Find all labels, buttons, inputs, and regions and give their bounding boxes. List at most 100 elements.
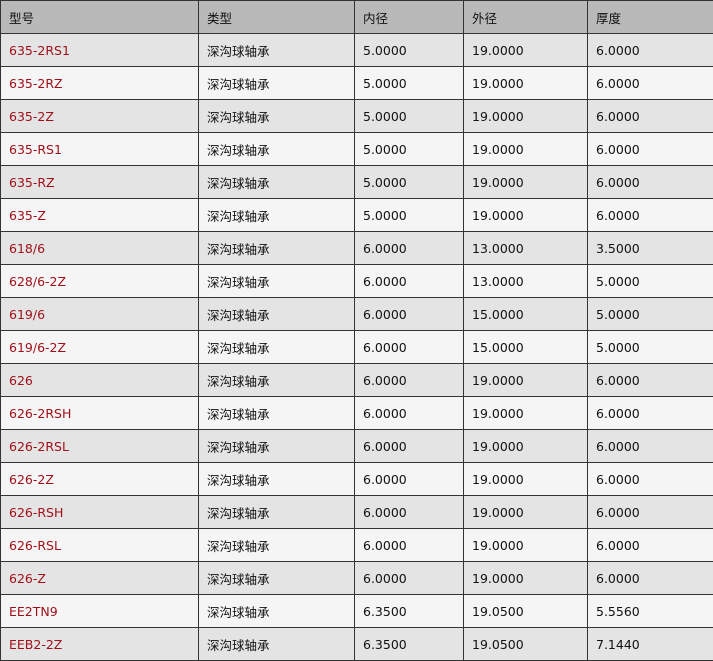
cell-outer-diameter: 19.0000 [463,363,588,397]
cell-inner-diameter: 6.0000 [354,231,464,265]
cell-inner-diameter: 5.0000 [354,198,464,232]
cell-outer-diameter: 19.0000 [463,396,588,430]
model-link[interactable]: 635-RS1 [9,141,62,157]
cell-thickness: 6.0000 [587,33,713,67]
cell-thickness: 6.0000 [587,396,713,430]
model-link[interactable]: 626-2Z [9,471,54,487]
model-link[interactable]: 626-Z [9,570,46,586]
model-link[interactable]: 635-Z [9,207,46,223]
model-link[interactable]: 626-2RSL [9,438,69,454]
cell-outer-diameter: 19.0000 [463,561,588,595]
cell-model: 626-2Z [0,462,199,496]
table-row: EE2TN9 深沟球轴承 6.3500 19.0500 5.5560 [0,594,713,628]
table-row: 635-Z 深沟球轴承 5.0000 19.0000 6.0000 [0,198,713,232]
header-thickness: 厚度 [587,0,713,34]
table-row: 626-RSL 深沟球轴承 6.0000 19.0000 6.0000 [0,528,713,562]
table-row: 626-RSH 深沟球轴承 6.0000 19.0000 6.0000 [0,495,713,529]
model-link[interactable]: 626-2RSH [9,405,72,421]
table-row: 635-2Z 深沟球轴承 5.0000 19.0000 6.0000 [0,99,713,133]
cell-model: 635-RS1 [0,132,199,166]
model-link[interactable]: 635-RZ [9,174,55,190]
table-row: 618/6 深沟球轴承 6.0000 13.0000 3.5000 [0,231,713,265]
cell-inner-diameter: 5.0000 [354,99,464,133]
cell-outer-diameter: 19.0000 [463,462,588,496]
cell-type: 深沟球轴承 [198,264,355,298]
model-link[interactable]: 619/6-2Z [9,339,67,355]
table-row: 619/6 深沟球轴承 6.0000 15.0000 5.0000 [0,297,713,331]
model-link[interactable]: 626-RSL [9,537,61,553]
cell-thickness: 6.0000 [587,363,713,397]
table-row: 626-2Z 深沟球轴承 6.0000 19.0000 6.0000 [0,462,713,496]
cell-outer-diameter: 15.0000 [463,297,588,331]
model-link[interactable]: 635-2RZ [9,75,63,91]
model-link[interactable]: EE2TN9 [9,603,58,619]
cell-model: 619/6 [0,297,199,331]
cell-outer-diameter: 19.0000 [463,528,588,562]
cell-outer-diameter: 19.0500 [463,594,588,628]
cell-thickness: 6.0000 [587,495,713,529]
cell-model: 626-RSH [0,495,199,529]
cell-inner-diameter: 6.0000 [354,462,464,496]
table-row: 628/6-2Z 深沟球轴承 6.0000 13.0000 5.0000 [0,264,713,298]
table-row: 626-Z 深沟球轴承 6.0000 19.0000 6.0000 [0,561,713,595]
cell-model: 628/6-2Z [0,264,199,298]
cell-inner-diameter: 6.0000 [354,561,464,595]
cell-inner-diameter: 5.0000 [354,132,464,166]
cell-outer-diameter: 19.0000 [463,33,588,67]
cell-type: 深沟球轴承 [198,495,355,529]
cell-type: 深沟球轴承 [198,396,355,430]
model-link[interactable]: 635-2Z [9,108,54,124]
cell-type: 深沟球轴承 [198,99,355,133]
cell-outer-diameter: 19.0000 [463,99,588,133]
model-link[interactable]: 618/6 [9,240,46,256]
header-model: 型号 [0,0,199,34]
cell-thickness: 6.0000 [587,165,713,199]
cell-thickness: 7.1440 [587,627,713,661]
cell-type: 深沟球轴承 [198,33,355,67]
cell-model: 635-2RS1 [0,33,199,67]
cell-inner-diameter: 5.0000 [354,33,464,67]
cell-thickness: 6.0000 [587,429,713,463]
cell-inner-diameter: 6.0000 [354,429,464,463]
cell-thickness: 5.0000 [587,264,713,298]
model-link[interactable]: 626 [9,372,33,388]
cell-thickness: 6.0000 [587,198,713,232]
cell-thickness: 5.0000 [587,297,713,331]
table-row: EEB2-2Z 深沟球轴承 6.3500 19.0500 7.1440 [0,627,713,661]
model-link[interactable]: 626-RSH [9,504,64,520]
cell-type: 深沟球轴承 [198,429,355,463]
cell-inner-diameter: 6.0000 [354,297,464,331]
model-link[interactable]: 635-2RS1 [9,42,70,58]
cell-thickness: 5.5560 [587,594,713,628]
model-link[interactable]: 628/6-2Z [9,273,67,289]
cell-model: EE2TN9 [0,594,199,628]
table-row: 635-2RS1 深沟球轴承 5.0000 19.0000 6.0000 [0,33,713,67]
cell-inner-diameter: 6.0000 [354,264,464,298]
cell-thickness: 3.5000 [587,231,713,265]
cell-outer-diameter: 19.0000 [463,66,588,100]
header-outer-diameter: 外径 [463,0,588,34]
cell-type: 深沟球轴承 [198,363,355,397]
cell-type: 深沟球轴承 [198,132,355,166]
header-type: 类型 [198,0,355,34]
cell-model: 626 [0,363,199,397]
cell-model: 626-RSL [0,528,199,562]
cell-model: 626-2RSH [0,396,199,430]
cell-inner-diameter: 6.3500 [354,627,464,661]
table-row: 635-RZ 深沟球轴承 5.0000 19.0000 6.0000 [0,165,713,199]
cell-inner-diameter: 6.0000 [354,528,464,562]
cell-model: 619/6-2Z [0,330,199,364]
cell-model: 635-2Z [0,99,199,133]
table-row: 626-2RSL 深沟球轴承 6.0000 19.0000 6.0000 [0,429,713,463]
cell-outer-diameter: 13.0000 [463,264,588,298]
cell-type: 深沟球轴承 [198,66,355,100]
model-link[interactable]: 619/6 [9,306,46,322]
cell-inner-diameter: 6.0000 [354,363,464,397]
cell-model: 626-2RSL [0,429,199,463]
model-link[interactable]: EEB2-2Z [9,636,63,652]
cell-type: 深沟球轴承 [198,165,355,199]
cell-model: EEB2-2Z [0,627,199,661]
cell-model: 635-RZ [0,165,199,199]
cell-inner-diameter: 6.0000 [354,495,464,529]
